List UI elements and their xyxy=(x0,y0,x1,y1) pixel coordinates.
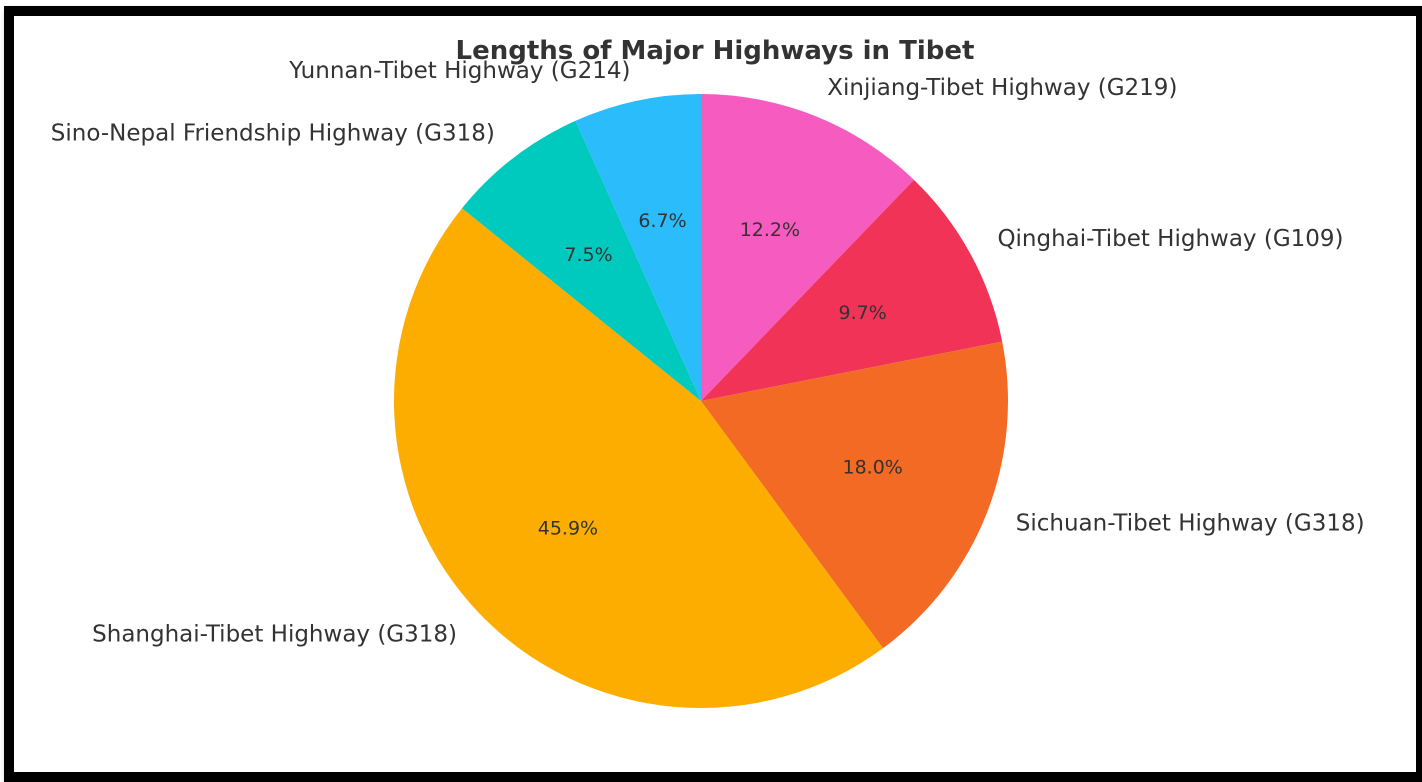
slice-yunnan-tibet-highway-g214 xyxy=(575,94,701,401)
chart-frame: Lengths of Major Highways in Tibet 12.2%… xyxy=(4,6,1422,782)
chart-title: Lengths of Major Highways in Tibet xyxy=(455,36,975,66)
category-label-yunnan-tibet-highway-g214: Yunnan-Tibet Highway (G214) xyxy=(288,58,630,84)
slice-xinjiang-tibet-highway-g219 xyxy=(701,94,914,401)
category-label-xinjiang-tibet-highway-g219: Xinjiang-Tibet Highway (G219) xyxy=(827,75,1177,101)
slice-shanghai-tibet-highway-g318 xyxy=(394,208,884,708)
category-label-shanghai-tibet-highway-g318: Shanghai-Tibet Highway (G318) xyxy=(92,621,457,647)
percent-label-qinghai-tibet-highway-g109: 9.7% xyxy=(839,302,887,324)
percent-label-sino-nepal-friendship-highway-g318: 7.5% xyxy=(564,244,612,266)
category-label-sino-nepal-friendship-highway-g318: Sino-Nepal Friendship Highway (G318) xyxy=(51,121,495,147)
percent-label-shanghai-tibet-highway-g318: 45.9% xyxy=(538,517,598,539)
pie-chart: 12.2% Xinjiang-Tibet Highway (G219) 9.7% Qi… xyxy=(51,58,1365,708)
percent-label-sichuan-tibet-highway-g318: 18.0% xyxy=(843,457,903,479)
slice-sino-nepal-friendship-highway-g318 xyxy=(462,120,701,401)
pie-slices xyxy=(394,94,1008,708)
slice-qinghai-tibet-highway-g109 xyxy=(701,179,1003,401)
slice-sichuan-tibet-highway-g318 xyxy=(701,341,1008,649)
percent-label-xinjiang-tibet-highway-g219: 12.2% xyxy=(740,219,800,241)
category-label-sichuan-tibet-highway-g318: Sichuan-Tibet Highway (G318) xyxy=(1016,510,1365,536)
pie-labels: 12.2% Xinjiang-Tibet Highway (G219) 9.7% Qi… xyxy=(51,58,1365,648)
category-label-qinghai-tibet-highway-g109: Qinghai-Tibet Highway (G109) xyxy=(997,226,1343,252)
percent-label-yunnan-tibet-highway-g214: 6.7% xyxy=(638,210,686,232)
